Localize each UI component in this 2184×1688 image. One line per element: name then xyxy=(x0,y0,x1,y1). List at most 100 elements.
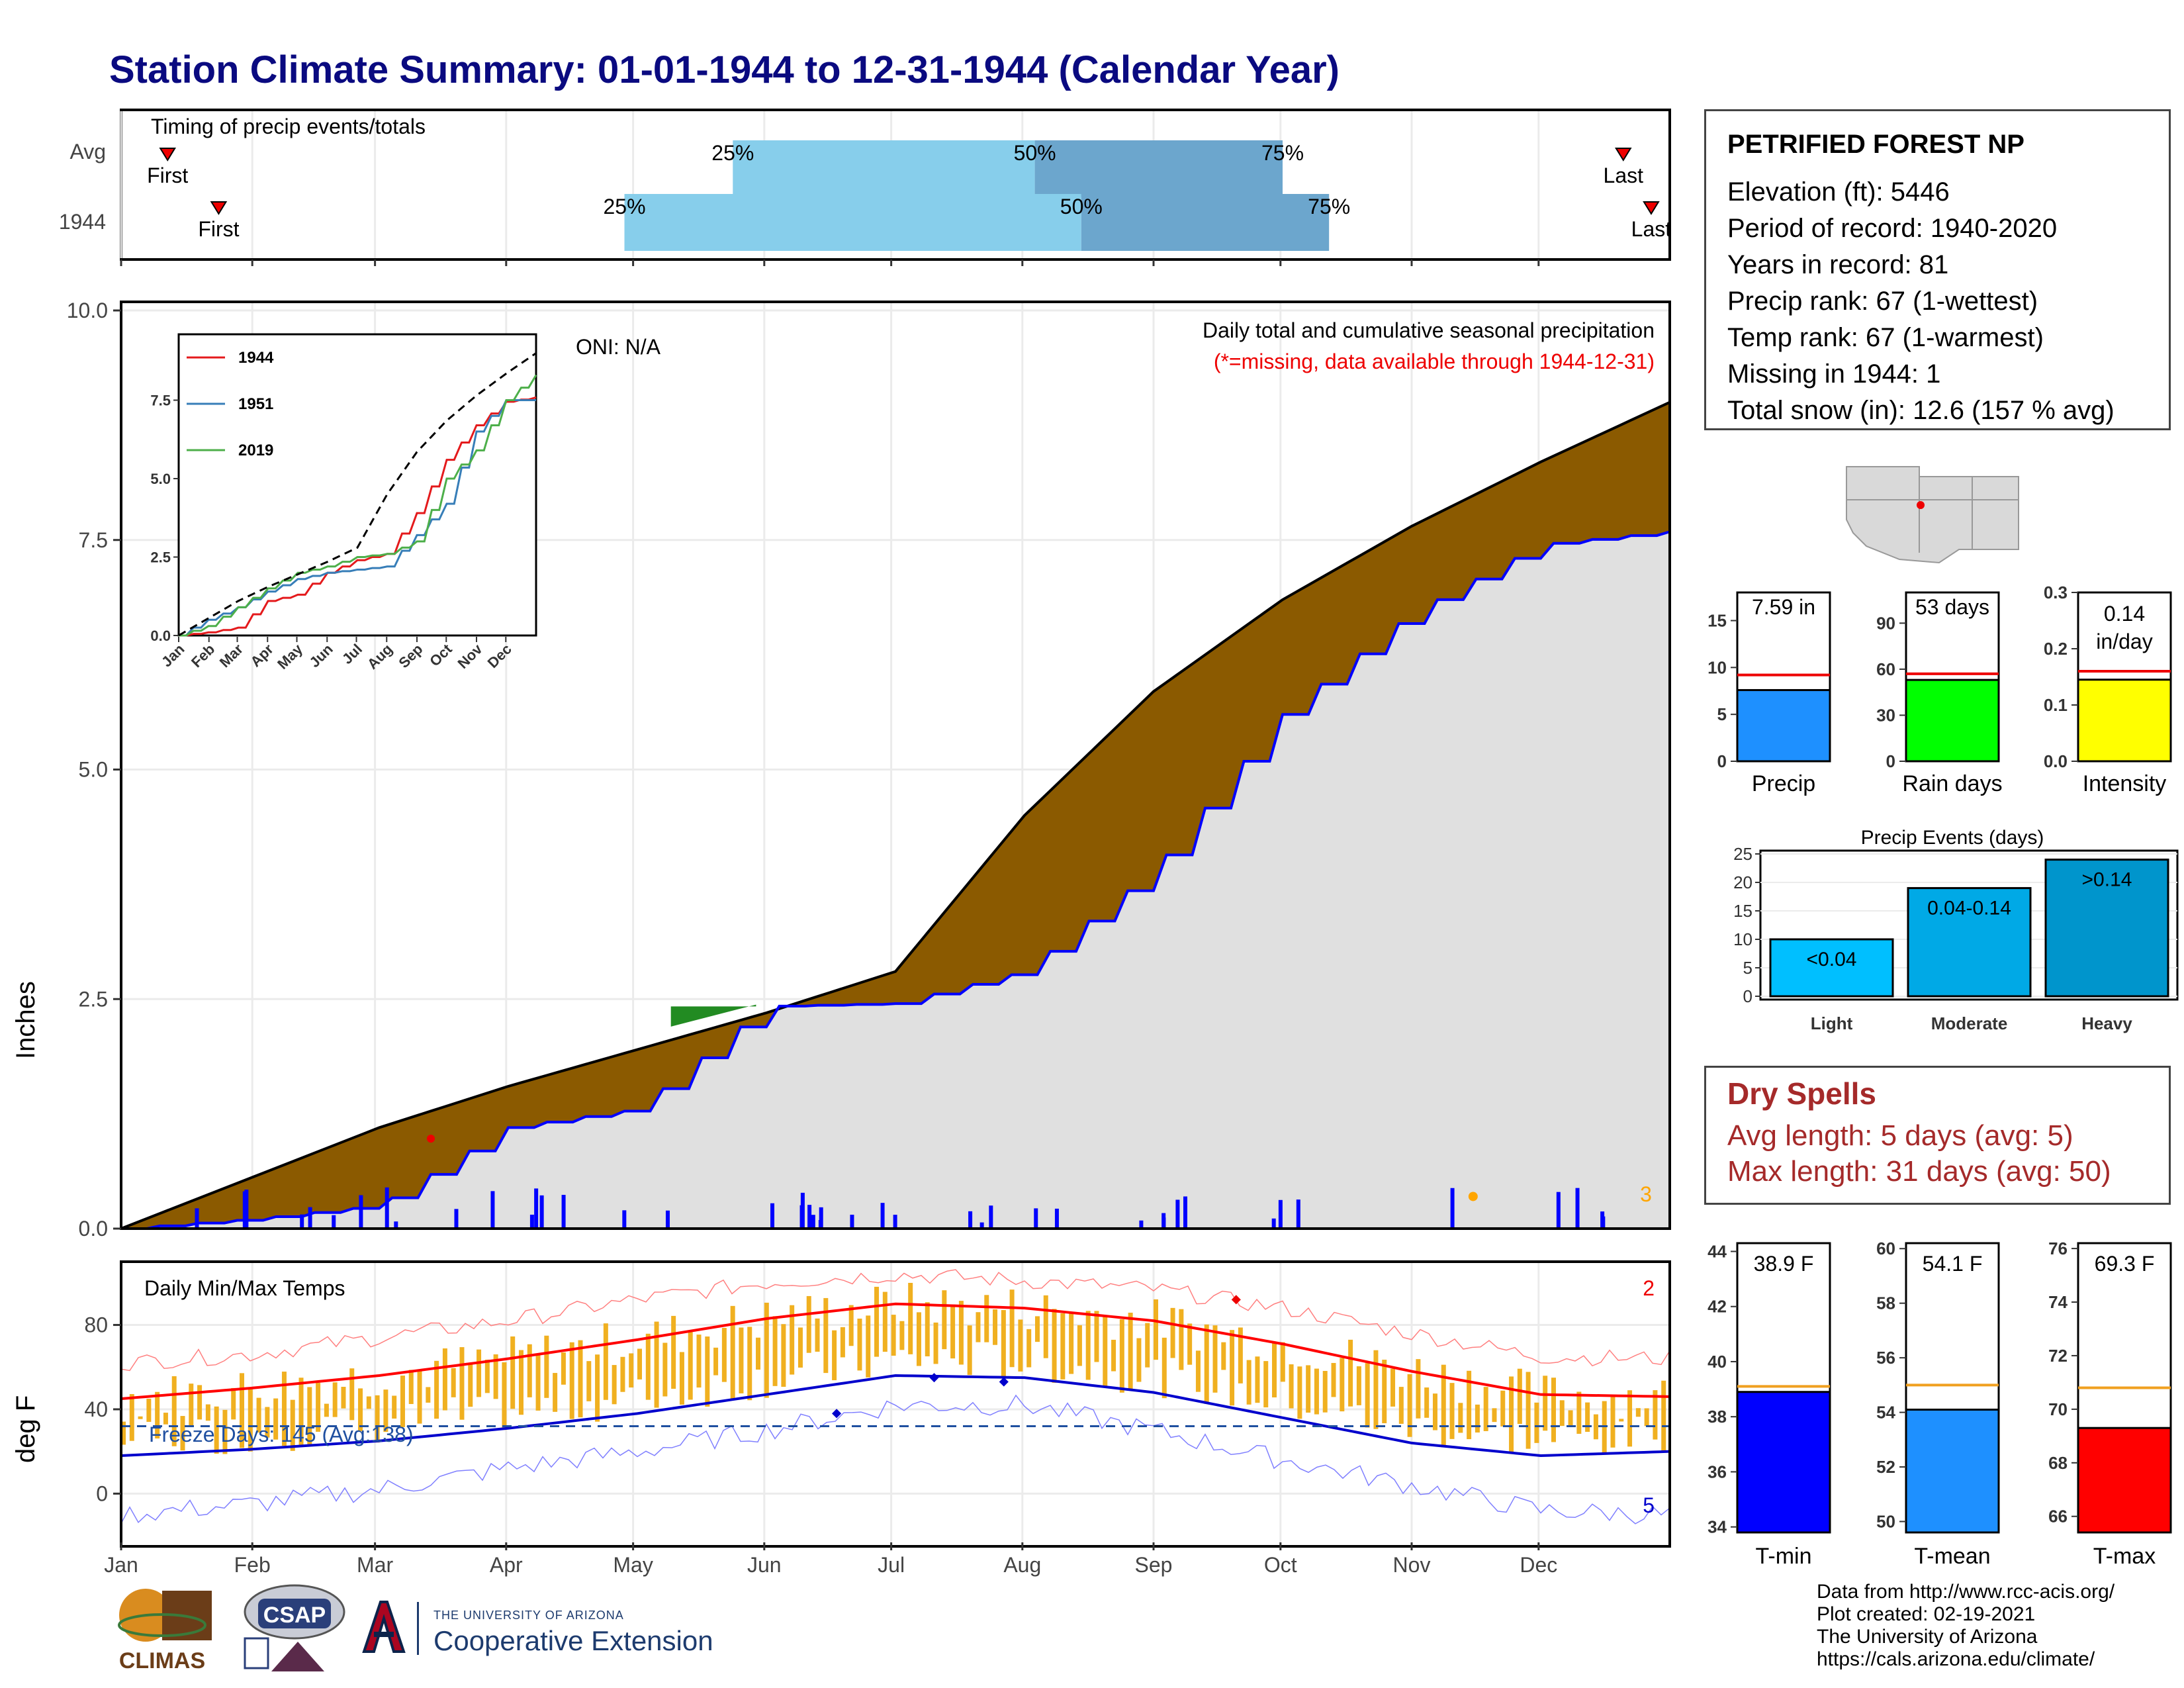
daily-temp-bar xyxy=(1069,1313,1074,1374)
events-bar xyxy=(1907,887,2032,998)
precip-avg-line xyxy=(120,400,1670,1230)
daily-temp-bar xyxy=(1432,1393,1437,1430)
mini-bar-value-label: 53 days xyxy=(1915,595,1989,619)
daily-temp-bar xyxy=(205,1404,210,1421)
csap-logo[interactable]: CSAP xyxy=(232,1579,347,1678)
dry-max-line: Max length: 31 days (avg: 50) xyxy=(1727,1155,2111,1188)
ext-small-text[interactable]: THE UNIVERSITY OF ARIZONA xyxy=(433,1609,624,1622)
daily-temp-bar xyxy=(891,1315,896,1356)
daily-temp-bar xyxy=(1585,1402,1590,1432)
timing-bar-q50-q75 xyxy=(1034,140,1283,197)
daily-temp-bar xyxy=(392,1395,397,1419)
inset-ytick-label: 0.0 xyxy=(150,628,171,644)
daily-temp-bar xyxy=(493,1354,498,1399)
daily-temp-bar xyxy=(400,1376,405,1427)
daily-temp-bar xyxy=(781,1324,786,1387)
daily-precip-bar xyxy=(308,1207,312,1229)
mini-bar-tick-label: 0.1 xyxy=(2044,695,2068,715)
inset-avg-line xyxy=(178,352,537,637)
daily-precip-bar xyxy=(979,1222,984,1229)
daily-temp-bar xyxy=(967,1325,972,1376)
daily-temp-bar xyxy=(1373,1350,1379,1429)
freeze-label: Freeze Days: 145 (Avg:138) xyxy=(149,1423,414,1446)
events-tick-label: 20 xyxy=(1733,872,1752,892)
precip-observed-fill xyxy=(121,532,1670,1229)
daily-temp-bar xyxy=(1034,1316,1040,1342)
events-tick-label: 25 xyxy=(1733,844,1752,864)
daily-temp-bar xyxy=(984,1295,989,1342)
daily-temp-bar xyxy=(696,1335,702,1388)
timing-q25-label: 25% xyxy=(603,195,645,218)
daily-temp-bar xyxy=(1043,1295,1048,1358)
daily-temp-bar xyxy=(620,1356,625,1392)
daily-temp-bar xyxy=(1170,1307,1175,1358)
daily-temp-bar xyxy=(180,1416,185,1451)
daily-temp-bar xyxy=(214,1406,219,1454)
mini-bar-tick-label: 0.0 xyxy=(2044,751,2068,771)
events-category-label: Moderate xyxy=(1931,1013,2008,1033)
daily-temp-bar xyxy=(518,1350,523,1415)
ua-logo[interactable] xyxy=(361,1599,407,1655)
timing-bar-q25-q50 xyxy=(733,140,1035,197)
daily-temp-bar xyxy=(527,1344,532,1397)
inset-legend-label: 2019 xyxy=(238,442,273,459)
temp-ylabel: deg F xyxy=(11,1395,40,1463)
month-label: Apr xyxy=(490,1553,523,1577)
daily-temp-bar xyxy=(316,1382,321,1432)
temp-ytick-label: 0 xyxy=(96,1481,108,1505)
daily-precip-bar xyxy=(244,1190,249,1229)
daily-temp-bar xyxy=(544,1335,549,1398)
daily-temp-bar xyxy=(1534,1402,1539,1443)
daily-temp-bar xyxy=(739,1327,744,1393)
daily-temp-bar xyxy=(925,1302,930,1356)
mini-bar-tick-label: 15 xyxy=(1707,611,1727,631)
daily-temp-bar xyxy=(603,1323,608,1400)
month-label: Sep xyxy=(1135,1553,1173,1577)
temp-bar-tick-label: 38 xyxy=(1707,1407,1727,1427)
mini-bar-tick-label: 0 xyxy=(1717,751,1727,771)
timing-q25-label: 25% xyxy=(711,141,754,165)
mini-bar-value-label: 7.59 in xyxy=(1752,595,1815,619)
precip-ytick-label: 7.5 xyxy=(79,528,108,552)
temp-bar-tick-label: 60 xyxy=(1876,1239,1895,1258)
daily-temp-bar xyxy=(1365,1363,1370,1428)
events-bar-label: 0.04-0.14 xyxy=(1927,898,2011,919)
daily-temp-bar xyxy=(1551,1378,1556,1442)
daily-temp-bar xyxy=(510,1336,516,1409)
first-marker xyxy=(159,148,176,162)
inset-series-line xyxy=(179,374,537,637)
daily-precip-bar xyxy=(989,1205,993,1229)
daily-precip-bar xyxy=(622,1210,627,1229)
daily-precip-bar xyxy=(454,1209,459,1229)
month-label: Jul xyxy=(878,1553,905,1577)
timing-chart: Timing of precip events/totals Avg 1944 … xyxy=(59,109,1671,266)
daily-temp-bar xyxy=(713,1347,719,1376)
precip-ytick-label: 10.0 xyxy=(67,299,108,322)
daily-temp-bar xyxy=(993,1309,998,1345)
precip-chart: 0.0 2.5 5.0 7.5 10.0 Inches ONI: N/A Daily t… xyxy=(11,299,1671,1241)
climas-logo[interactable]: CLIMAS xyxy=(106,1579,218,1678)
daily-temp-bar xyxy=(240,1373,245,1448)
daily-temp-bar xyxy=(561,1352,566,1385)
daily-temp-bar xyxy=(1390,1368,1396,1407)
daily-temp-bar xyxy=(1576,1391,1582,1434)
daily-temp-bar xyxy=(298,1378,304,1447)
daily-precip-bar xyxy=(807,1205,812,1229)
precip-ytick-label: 5.0 xyxy=(79,758,108,782)
daily-precip-bar xyxy=(195,1208,199,1229)
daily-temp-bar xyxy=(1119,1319,1124,1393)
daily-temp-bar xyxy=(612,1365,617,1405)
climas-text: CLIMAS xyxy=(119,1648,205,1673)
ext-big-text[interactable]: Cooperative Extension xyxy=(433,1625,713,1656)
temp-bar-tick-label: 66 xyxy=(2048,1507,2068,1526)
daily-temp-bar xyxy=(189,1383,194,1427)
csap-gauge xyxy=(244,1637,269,1669)
daily-precip-bar xyxy=(385,1187,389,1229)
temp-bar-label: T-max xyxy=(2093,1544,2156,1569)
daily-temp-bar xyxy=(772,1316,778,1386)
daily-precip-bar xyxy=(534,1188,539,1229)
mini-bar-label: Intensity xyxy=(2083,771,2167,796)
timing-q50-label: 50% xyxy=(1060,195,1103,218)
dry-spells-box: Dry Spells Avg length: 5 days (avg: 5) M… xyxy=(1704,1066,2171,1205)
daily-temp-bar xyxy=(1085,1311,1091,1380)
